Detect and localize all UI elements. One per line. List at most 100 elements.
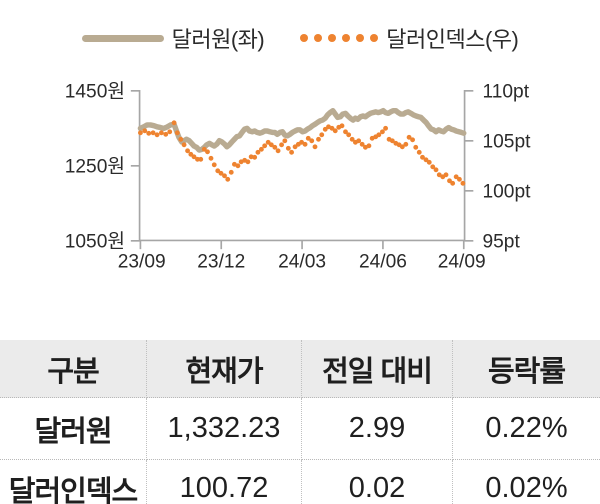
dxy-dot <box>268 142 274 148</box>
dxy-dot <box>450 180 456 186</box>
row-dxy-change: 0.02 <box>302 460 453 504</box>
x-axis-labels: 23/09 23/12 24/03 24/06 24/09 <box>118 251 486 272</box>
x-tick-label: 23/12 <box>197 251 245 272</box>
chart-legend: 달러원(좌) 달러인덱스(우) <box>0 22 600 54</box>
row-krw-label: 달러원 <box>0 398 147 460</box>
plot-series <box>137 107 467 186</box>
dxy-dot <box>289 149 294 155</box>
dxy-dot <box>426 159 432 165</box>
dxy-dot <box>383 125 388 131</box>
dxy-dot <box>211 162 217 168</box>
dxy-dot <box>346 132 352 138</box>
dxy-dot <box>389 138 395 144</box>
left-tick-label: 1250원 <box>65 156 125 178</box>
dxy-dot <box>403 141 409 147</box>
dxy-dot <box>174 130 180 136</box>
dxy-dot <box>205 149 210 155</box>
dxy-dot <box>457 176 462 182</box>
row-krw-change-pct: 0.22% <box>453 398 600 460</box>
dot-icon <box>314 34 323 42</box>
row-dxy-label: 달러인덱스 <box>0 460 147 504</box>
fx-line-chart: 1450원 1250원 1050원 110pt 105pt 100pt 95pt… <box>65 81 532 273</box>
x-tick-label: 24/09 <box>438 251 486 272</box>
dxy-dot <box>410 137 415 143</box>
dxy-dot <box>208 155 214 161</box>
dxy-dot <box>285 145 291 151</box>
dxy-dot <box>185 148 191 154</box>
right-axis-labels: 110pt 105pt 100pt 95pt <box>483 82 532 253</box>
dxy-dot <box>359 141 365 147</box>
dxy-dot <box>356 138 362 144</box>
fx-summary-table: 구분 현재가 전일 대비 등락률 달러원 1,332.23 2.99 0.22%… <box>0 340 600 504</box>
legend-label-krw: 달러원(좌) <box>171 27 265 52</box>
dot-icon <box>356 34 365 42</box>
dxy-dot <box>142 128 148 134</box>
table-header-day-change: 전일 대비 <box>302 340 453 398</box>
dxy-dot <box>316 136 321 142</box>
table-header-category: 구분 <box>0 340 147 398</box>
row-dxy-current: 100.72 <box>147 460 302 504</box>
row-dxy-change-pct: 0.02% <box>453 460 600 504</box>
dxy-dot <box>154 132 160 138</box>
dxy-dots-swatch-icon <box>300 34 379 42</box>
dxy-dot <box>245 159 251 165</box>
row-krw-current: 1,332.23 <box>147 398 302 460</box>
dxy-dot <box>312 144 318 150</box>
dxy-dot <box>259 146 264 152</box>
dxy-dot <box>339 123 345 129</box>
dxy-dot <box>272 144 278 150</box>
dxy-dot <box>159 130 164 136</box>
right-tick-label: 95pt <box>483 232 521 253</box>
row-krw-change: 2.99 <box>302 398 453 460</box>
dxy-dot <box>433 167 439 173</box>
left-axis-labels: 1450원 1250원 1050원 <box>65 81 125 253</box>
dxy-dot <box>235 163 241 169</box>
dxy-dot <box>299 139 304 145</box>
dxy-dot <box>349 136 355 142</box>
axes <box>130 90 474 250</box>
dxy-dot <box>305 135 311 141</box>
table-header-current-price: 현재가 <box>147 340 302 398</box>
dxy-dot <box>319 132 325 138</box>
left-tick-label: 1450원 <box>65 81 125 103</box>
dxy-dot <box>332 128 338 134</box>
dxy-dot <box>228 169 234 175</box>
x-tick-label: 23/09 <box>118 251 166 272</box>
dxy-dot <box>416 149 422 155</box>
dxy-dot <box>406 134 412 140</box>
right-tick-label: 100pt <box>483 182 532 203</box>
dxy-dot <box>443 172 449 178</box>
dxy-dot <box>420 154 425 160</box>
x-tick-label: 24/06 <box>359 251 407 272</box>
right-tick-label: 105pt <box>483 132 532 153</box>
dxy-dot <box>380 129 385 135</box>
dxy-dot <box>167 129 173 135</box>
dot-icon <box>328 34 337 42</box>
dxy-dot <box>436 172 442 178</box>
table-header-change-rate: 등락률 <box>453 340 600 398</box>
dxy-dot <box>309 138 315 144</box>
dxy-dot <box>262 143 268 149</box>
legend-label-dxy: 달러인덱스(우) <box>386 27 519 52</box>
dxy-dot <box>146 130 152 136</box>
dxy-dot <box>222 173 227 179</box>
dxy-dot <box>191 154 197 160</box>
dxy-dot <box>343 129 348 135</box>
dxy-dot <box>399 144 405 150</box>
dxy-dot <box>225 176 231 182</box>
dxy-dot <box>376 132 382 138</box>
dxy-dot <box>252 154 258 160</box>
dxy-dot <box>366 143 372 149</box>
dxy-dot <box>150 130 156 136</box>
krw-line-swatch-icon <box>81 34 164 42</box>
left-tick-label: 1050원 <box>65 231 125 253</box>
x-tick-label: 24/03 <box>278 251 326 272</box>
dot-icon <box>370 34 379 42</box>
dxy-dot <box>181 142 187 148</box>
dxy-dot <box>302 141 308 147</box>
krw-line-series <box>137 107 467 153</box>
dxy-dot <box>171 120 177 126</box>
dxy-dot <box>279 142 284 148</box>
dxy-dot <box>413 144 419 150</box>
dxy-dot <box>255 149 261 155</box>
